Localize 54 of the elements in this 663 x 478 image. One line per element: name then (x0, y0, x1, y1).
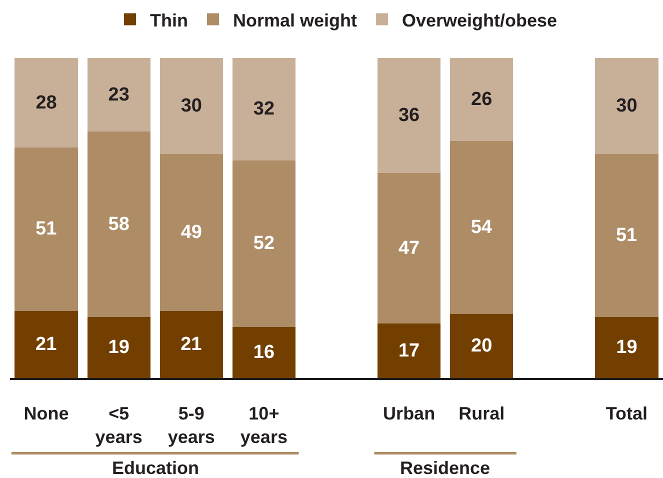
data-label: 49 (180, 222, 202, 243)
x-tick-label: None (24, 404, 69, 424)
bar (160, 154, 223, 311)
data-label: 32 (253, 98, 275, 120)
data-label: 52 (253, 233, 275, 254)
x-tick-label: Urban (383, 404, 436, 424)
legend-label: Normal weight (233, 10, 358, 30)
data-label: 20 (471, 336, 492, 356)
data-label: 23 (108, 84, 130, 106)
bar (14, 58, 78, 148)
bar (450, 314, 514, 378)
bar (160, 58, 223, 154)
data-label: 30 (180, 96, 202, 116)
text: Education (112, 458, 200, 478)
bar (595, 58, 658, 154)
bar (232, 326, 296, 378)
data-label: 19 (108, 337, 130, 358)
data-label: 26 (471, 89, 492, 110)
data-label: 19 (616, 337, 638, 358)
data-label: 30 (616, 96, 638, 116)
bar (87, 132, 150, 318)
x-tick-label: 10+ years (240, 404, 288, 447)
data-label: 16 (253, 342, 275, 363)
bar (232, 58, 296, 160)
legend-label: Overweight/obese (402, 10, 558, 30)
data-label: 58 (108, 214, 130, 235)
data-label: 21 (35, 334, 58, 355)
data-label: 36 (398, 105, 420, 126)
bar (450, 141, 514, 314)
data-label: 28 (36, 92, 57, 114)
data-label: 21 (180, 334, 202, 355)
data-label: 51 (35, 218, 58, 240)
bar (87, 317, 150, 378)
x-tick-label: Total (606, 404, 648, 424)
bar (450, 58, 514, 142)
bar (377, 324, 441, 378)
legend-label: Thin (150, 10, 188, 30)
bar (595, 154, 658, 318)
bar (232, 160, 296, 327)
bar (14, 310, 78, 378)
bar (595, 317, 658, 378)
bar (377, 58, 441, 174)
x-tick-label: <5 years (95, 404, 142, 447)
text: Residence (400, 458, 490, 478)
bar (377, 173, 441, 324)
bar (14, 148, 78, 311)
data-label: 17 (398, 340, 420, 362)
bar (87, 58, 150, 132)
bar (160, 310, 223, 378)
x-tick-label: Rural (458, 404, 505, 424)
data-label: 51 (616, 225, 638, 246)
data-label: 54 (470, 217, 492, 238)
x-tick-label: 5-9 years (168, 404, 215, 447)
data-label: 47 (398, 238, 420, 259)
